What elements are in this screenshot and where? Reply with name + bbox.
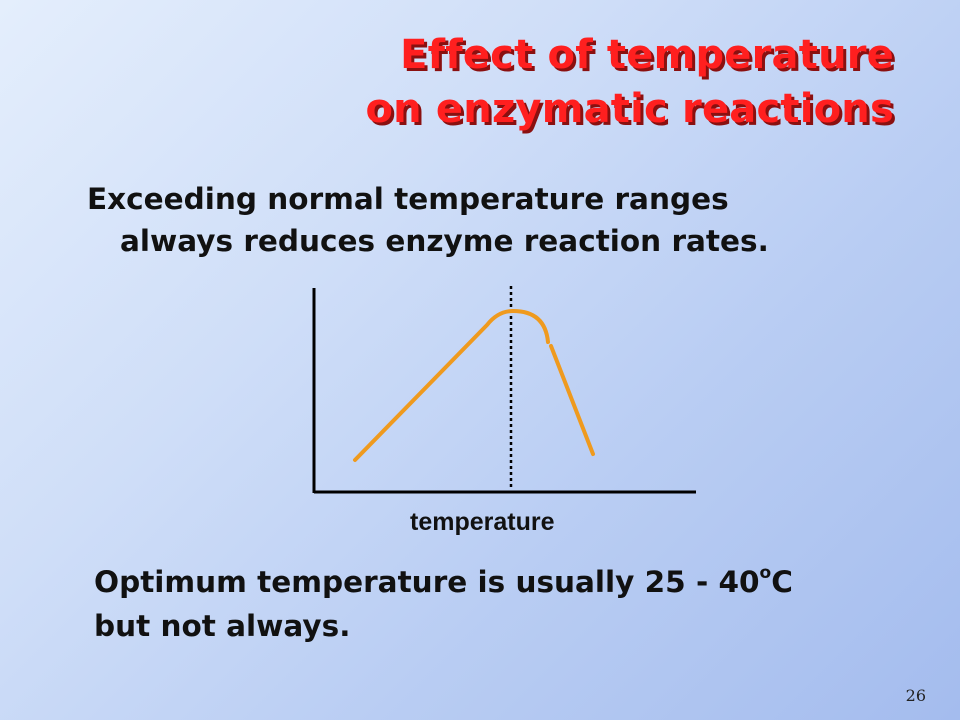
x-axis-label: temperature [410, 508, 555, 536]
optimum-text: Optimum temperature is usually 25 - 40oC… [94, 560, 894, 648]
slide-title: Effect of temperature on enzymatic react… [365, 28, 894, 136]
title-line-1: Effect of temperature [400, 32, 894, 78]
optimum-text-main: Optimum temperature is usually 25 - 40 [94, 565, 760, 599]
rate-curve-falling [549, 344, 595, 456]
optimum-line-1: Optimum temperature is usually 25 - 40oC [94, 560, 894, 604]
optimum-line-2: but not always. [94, 609, 351, 643]
degree-superscript: o [759, 563, 772, 583]
statement-line-1: Exceeding normal temperature ranges [87, 182, 729, 216]
statement-line-2: always reduces enzyme reaction rates. [120, 224, 769, 258]
title-line-2: on enzymatic reactions [365, 86, 894, 132]
rate-curve-rising [353, 309, 550, 462]
temperature-rate-graph [312, 286, 696, 494]
page-number: 26 [905, 686, 926, 705]
celsius-unit: C [771, 565, 793, 599]
statement-text: Exceeding normal temperature ranges alwa… [87, 178, 847, 262]
